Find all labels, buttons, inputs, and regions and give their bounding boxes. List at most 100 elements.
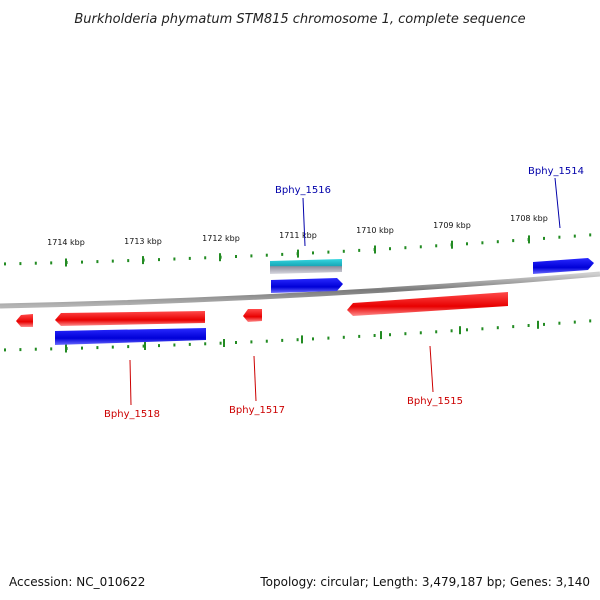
upper-scale-minor-tick [4,262,6,266]
scale-label-1709: 1709 kbp [433,221,471,230]
upper-scale-major-tick [297,249,299,258]
lower-scale-minor-tick [81,346,83,350]
lower-scale-major-tick [301,335,303,344]
lower-scale-minor-tick [281,338,284,342]
lower-scale-major-tick [459,326,461,335]
upper-scale-minor-tick [19,262,22,266]
upper-scale-minor-tick [358,248,361,252]
lower-scale-minor-tick [573,320,576,324]
lower-scale-minor-tick [96,346,99,350]
upper-scale-minor-tick [81,260,83,264]
lower-scale-minor-tick [543,322,545,326]
lower-scale-minor-tick [358,334,361,338]
gene-bphy-1518-cds[interactable] [55,328,206,345]
gene-partial-left-arrow[interactable] [16,314,33,327]
upper-scale-minor-tick [435,244,438,248]
lower-scale-minor-tick [312,337,314,341]
scale-label-1711: 1711 kbp [279,231,317,240]
upper-scale-minor-tick [281,252,284,256]
lower-scale-minor-tick [558,321,561,325]
gene-label-bphy-1518[interactable]: Bphy_1518 [104,409,160,420]
scale-label-1714: 1714 kbp [47,238,85,247]
lower-scale-minor-tick [527,324,530,327]
lower-scale-minor-tick [327,336,330,340]
gene-bphy-1517-arrow[interactable] [243,309,262,322]
gene-label-bphy-1514[interactable]: Bphy_1514 [528,166,584,177]
upper-scale-minor-tick [50,261,53,265]
lower-scale-minor-tick [188,342,191,346]
gene-label-bphy-1516[interactable]: Bphy_1516 [275,185,331,196]
scale-label-1710: 1710 kbp [356,226,394,235]
topology-text: Topology: circular; Length: 3,479,187 bp… [259,575,590,589]
upper-scale-minor-tick [96,260,99,264]
upper-scale-minor-tick [589,233,592,237]
scale-label-1713: 1713 kbp [124,237,162,246]
lower-scale-minor-tick [481,327,484,331]
upper-scale-minor-tick [481,241,484,245]
lower-scale-minor-tick [142,344,145,348]
gene-bphy-1515-arrow[interactable] [347,292,508,316]
lower-scale-minor-tick [173,343,176,347]
lower-scale-minor-tick [250,340,253,344]
upper-scale-major-tick [219,253,221,262]
lower-scale-major-tick [223,339,225,347]
lower-scale-ticks [4,319,592,353]
leader-bphy-1514 [554,177,561,229]
lower-scale-minor-tick [204,342,207,346]
chromosome-backbone [0,271,600,309]
lower-scale-minor-tick [19,348,22,352]
gene-label-bphy-1515[interactable]: Bphy_1515 [407,396,463,407]
lower-scale-minor-tick [450,329,453,333]
upper-scale-minor-tick [389,247,391,251]
scale-label-1708: 1708 kbp [510,214,548,223]
lower-scale-minor-tick [265,339,268,343]
leader-bphy-1516 [302,197,306,247]
lower-scale-major-tick [380,331,382,340]
gene-label-bphy-1517[interactable]: Bphy_1517 [229,405,285,416]
upper-scale-major-tick [528,235,530,244]
lower-scale-minor-tick [496,326,499,330]
lower-scale-minor-tick [589,319,592,323]
lower-scale-major-tick [65,344,67,353]
gene-bphy-1516-arrow[interactable] [271,278,343,293]
upper-scale-minor-tick [204,256,207,260]
upper-scale-minor-tick [235,255,237,258]
lower-scale-minor-tick [435,330,438,334]
upper-scale-major-tick [374,245,376,254]
lower-scale-minor-tick [466,328,468,332]
upper-scale-minor-tick [558,235,561,239]
upper-scale-minor-tick [419,245,422,249]
scale-label-1712: 1712 kbp [202,234,240,243]
lower-scale-minor-tick [404,332,407,336]
lower-scale-minor-tick [127,345,130,349]
leader-bphy-1515 [429,345,434,393]
upper-scale-major-tick [65,258,67,267]
upper-scale-minor-tick [158,258,160,262]
lower-scale-minor-tick [512,325,515,329]
upper-scale-minor-tick [496,240,499,244]
upper-scale-minor-tick [342,249,345,253]
gene-bphy-1514-arrow[interactable] [533,258,594,274]
upper-scale-minor-tick [173,257,176,261]
gene-bphy-1518-arrow[interactable] [55,311,205,326]
lower-scale-minor-tick [235,341,237,344]
lower-scale-minor-tick [34,347,37,351]
lower-scale-major-tick [144,342,146,350]
lower-scale-minor-tick [389,333,391,337]
upper-scale-minor-tick [543,236,545,240]
upper-scale-minor-tick [265,253,268,257]
upper-scale-minor-tick [512,239,515,243]
upper-scale-minor-tick [466,242,468,246]
gene-bphy-1516-cds[interactable] [270,259,342,274]
lower-scale-minor-tick [111,345,114,349]
leader-bphy-1517 [253,355,257,402]
upper-scale-minor-tick [188,256,191,260]
map-title: Burkholderia phymatum STM815 chromosome … [74,12,525,27]
lower-scale-major-tick [537,320,539,329]
lower-scale-minor-tick [50,347,53,351]
upper-scale-major-tick [451,240,453,249]
lower-scale-minor-tick [373,334,376,337]
upper-scale-ticks [4,233,592,267]
lower-scale-minor-tick [158,344,160,348]
